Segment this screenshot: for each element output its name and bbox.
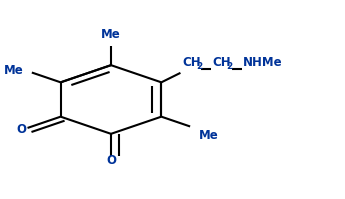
Text: 2: 2 — [227, 62, 233, 71]
Text: Me: Me — [101, 28, 121, 41]
Text: CH: CH — [182, 56, 201, 69]
Text: CH: CH — [213, 56, 231, 69]
Text: Me: Me — [198, 129, 218, 142]
Text: O: O — [106, 154, 116, 167]
Text: Me: Me — [4, 64, 23, 77]
Text: O: O — [17, 124, 27, 137]
Text: NHMe: NHMe — [243, 56, 283, 69]
Text: 2: 2 — [196, 62, 202, 71]
